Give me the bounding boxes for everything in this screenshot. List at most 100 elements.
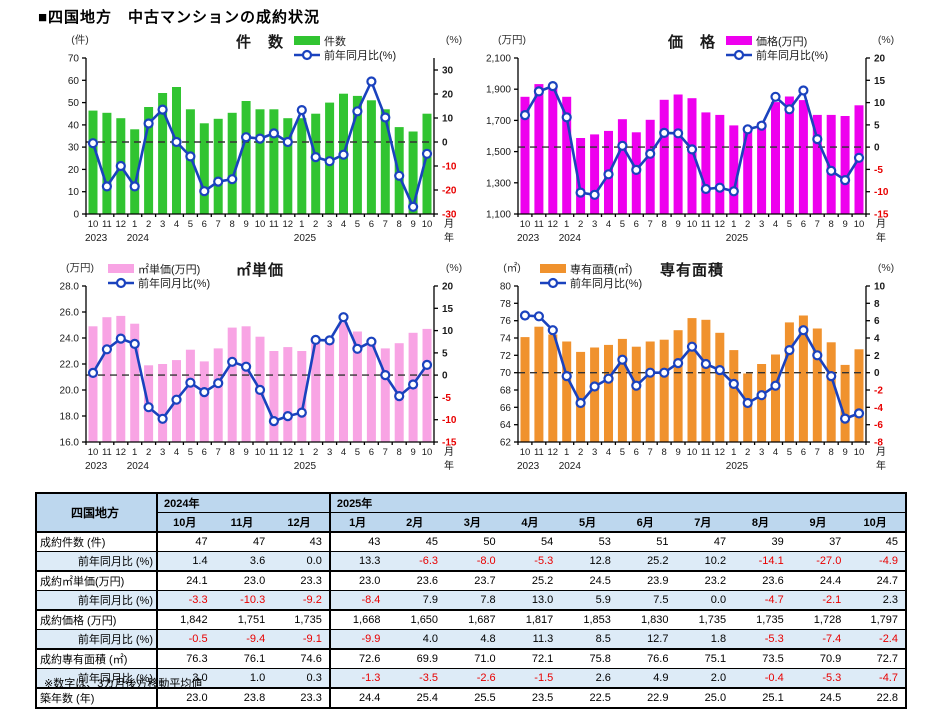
table-cell: 1,842 [157, 609, 215, 630]
svg-text:-6: -6 [874, 420, 883, 431]
svg-text:2023: 2023 [517, 233, 540, 244]
bar [590, 134, 600, 214]
table-cell: -9.9 [329, 629, 388, 649]
bar [102, 317, 112, 442]
table-row: 前年同月比 (%) 1.4 3.6 0.0 13.3 -6.3 -8.0 -5.3 12.8 25… [36, 551, 906, 571]
table-cell: 53 [560, 531, 618, 552]
table-cell: 25.1 [733, 687, 791, 708]
svg-text:28.0: 28.0 [60, 282, 80, 293]
yoy-marker [157, 413, 168, 424]
svg-text:0: 0 [442, 371, 448, 382]
chart-title: ㎡単価 [236, 261, 284, 279]
legend-bar-swatch [108, 264, 134, 273]
svg-text:9: 9 [243, 219, 248, 230]
svg-text:11: 11 [269, 447, 279, 458]
svg-text:6: 6 [369, 219, 374, 230]
yoy-marker [101, 344, 113, 355]
svg-text:2024: 2024 [559, 461, 582, 472]
table-cell: -2.6 [445, 668, 503, 688]
yoy-marker [561, 112, 572, 123]
table-cell: -5.3 [790, 668, 849, 688]
yoy-marker [519, 109, 531, 121]
table-cell: 75.1 [675, 648, 734, 669]
svg-text:40: 40 [68, 120, 80, 131]
svg-text:1,900: 1,900 [486, 85, 511, 96]
month-column-header: 10月 [848, 512, 906, 533]
bar [408, 131, 418, 214]
table-cell: -4.7 [848, 668, 906, 688]
yoy-marker [185, 151, 196, 162]
svg-text:68: 68 [500, 386, 512, 397]
svg-text:3: 3 [592, 219, 597, 230]
bar [576, 351, 586, 442]
yoy-marker [324, 335, 335, 346]
table-cell: 50 [445, 531, 503, 552]
left-axis-labels: 16.0 18.0 20.0 22.0 24.0 26.0 28.0 [60, 282, 80, 449]
table-cell: 45 [848, 531, 906, 552]
svg-text:10: 10 [88, 219, 99, 230]
table-cell: 23.3 [272, 687, 331, 708]
table-cell: 72.6 [329, 648, 388, 669]
bar [576, 138, 586, 214]
table-cell: 70.9 [790, 648, 849, 669]
left-axis-labels: 0 10 20 30 40 50 60 70 [68, 54, 80, 221]
svg-text:-15: -15 [442, 438, 457, 449]
yoy-marker [241, 132, 252, 143]
svg-text:15: 15 [442, 304, 454, 315]
svg-text:5: 5 [787, 219, 792, 230]
chart-title: 価 格 [667, 33, 716, 51]
svg-text:-2: -2 [874, 386, 883, 397]
svg-text:1,700: 1,700 [486, 116, 511, 127]
bar [422, 113, 432, 214]
yoy-marker [575, 187, 586, 198]
yoy-marker [659, 127, 670, 139]
svg-text:8: 8 [829, 447, 834, 458]
bar [534, 326, 544, 442]
yoy-marker [770, 91, 781, 102]
year-axis-suffix: 年 [876, 231, 886, 244]
yoy-marker [686, 341, 698, 352]
legend-bar-label: 件数 [324, 35, 346, 48]
month-labels: 10 11 12 1 2 3 4 5 6 7 8 9 10 11 12 1 2 3 4 5 6 7 8 9 10 [520, 219, 865, 230]
yoy-marker [394, 391, 405, 402]
bar [130, 323, 140, 442]
svg-text:10: 10 [687, 447, 698, 458]
legend-line-label: 前年同月比(%) [324, 48, 396, 62]
svg-text:6: 6 [202, 447, 207, 458]
table-cell: -1.5 [502, 668, 561, 688]
svg-text:1: 1 [299, 219, 304, 230]
yoy-marker [798, 85, 809, 96]
yoy-marker [143, 402, 154, 413]
bar [158, 364, 168, 442]
table-cell: 1,817 [502, 609, 561, 630]
month-axis-suffix: 月 [876, 218, 886, 230]
table-cell: 1,797 [848, 609, 906, 630]
svg-text:1: 1 [564, 447, 569, 458]
month-labels: 10 11 12 1 2 3 4 5 6 7 8 9 10 11 12 1 2 3 4 5 6 7 8 9 10 [88, 219, 433, 230]
year-axis-suffix: 年 [444, 231, 454, 244]
yoy-marker [366, 76, 377, 87]
yoy-marker [241, 361, 252, 372]
row-label: 成約㎡単価(万円) [36, 570, 158, 591]
svg-text:20: 20 [874, 54, 886, 65]
legend-line-marker [301, 49, 313, 61]
chart-price: 価 格 (万円) (%) 1,100 1,300 1,500 1,700 1,900 2,100… [468, 28, 903, 256]
table-cell: 0.0 [272, 551, 331, 571]
left-axis-unit: (万円) [498, 34, 526, 46]
table-cell: 47 [675, 531, 734, 552]
yoy-marker [714, 182, 725, 193]
legend-line-label: 前年同月比(%) [756, 48, 828, 62]
yoy-marker [700, 358, 711, 370]
table-cell: 75.8 [560, 648, 618, 669]
svg-text:10: 10 [255, 219, 266, 230]
svg-text:6: 6 [801, 447, 806, 458]
legend-line-marker [733, 49, 745, 61]
svg-text:4: 4 [606, 219, 611, 230]
yoy-marker [352, 106, 363, 117]
svg-text:5: 5 [355, 447, 360, 458]
bar [213, 348, 223, 442]
svg-text:5: 5 [787, 447, 792, 458]
bar [380, 348, 390, 442]
svg-text:3: 3 [327, 219, 332, 230]
legend: 専有面積(㎡)前年同月比(%) [540, 262, 642, 290]
